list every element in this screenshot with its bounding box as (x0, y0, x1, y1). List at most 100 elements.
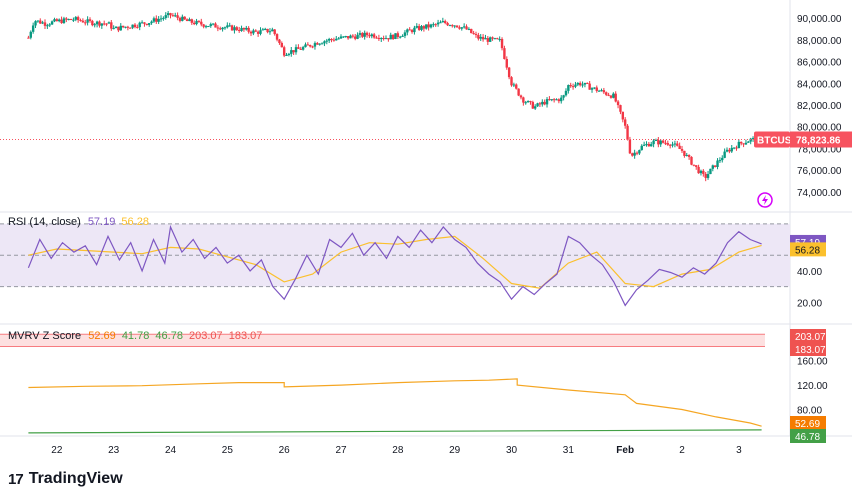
candle-body (399, 36, 402, 38)
candle-body (110, 22, 113, 29)
mvrv-band (0, 334, 765, 347)
candle-body (623, 119, 627, 126)
candle-body (93, 24, 96, 26)
candle-body (436, 22, 440, 25)
candle-body (112, 28, 115, 30)
candle-body (631, 153, 634, 156)
candle-body (228, 25, 231, 27)
candle-body (169, 13, 172, 16)
candle-body (185, 19, 189, 22)
candle-body (216, 27, 220, 29)
candle-body (619, 105, 622, 112)
candle-body (313, 43, 317, 47)
mvrv-legend-value-2: 41.78 (122, 330, 150, 342)
time-axis-tick: 25 (222, 445, 234, 456)
candle-body (517, 88, 520, 96)
candle-body (41, 22, 44, 24)
last-price-label: 78,823.86 (796, 135, 841, 146)
candle-body (661, 140, 665, 143)
candle-body (507, 67, 511, 78)
candle-body (81, 20, 85, 23)
mvrv-value-label: 46.78 (795, 432, 820, 443)
candle-body (401, 35, 404, 37)
candle-body (654, 140, 658, 142)
price-axis-tick: 82,000.00 (797, 101, 842, 112)
candle-body (316, 43, 319, 45)
time-axis-tick: 2 (679, 445, 685, 456)
candle-body (687, 155, 691, 157)
rsi-axis-tick: 20.00 (797, 298, 822, 309)
candle-body (318, 43, 321, 45)
candle-body (512, 84, 516, 86)
candle-body (349, 35, 352, 39)
candle-body (391, 34, 395, 40)
candle-body (695, 165, 698, 167)
candle-body (479, 36, 482, 39)
mvrv-line (28, 378, 762, 427)
candle-body (666, 143, 670, 145)
candle-body (659, 140, 662, 145)
candle-body (335, 38, 338, 41)
lightning-icon[interactable] (757, 192, 773, 208)
candle-body (550, 99, 553, 101)
candle-body (541, 101, 544, 105)
price-pane[interactable]: 90,000.00 88,000.00 86,000.00 84,000.00 82,0… (0, 11, 852, 199)
candle-body (320, 43, 324, 45)
candle-body (716, 160, 719, 167)
candle-body (481, 36, 485, 40)
svg-text:MVRV Z Score 52.69 41.: MVRV Z Score 52.69 41.78 46.78 203.07 18… (8, 330, 262, 342)
candle-body (706, 174, 710, 178)
candle-body (593, 87, 596, 89)
candle-body (552, 99, 556, 101)
candle-body (498, 39, 501, 41)
candle-body (72, 19, 75, 21)
candle-body (642, 144, 646, 146)
candle-body (429, 24, 433, 28)
candle-body (249, 31, 253, 34)
candle-body (626, 125, 629, 140)
candle-body (147, 23, 151, 25)
candle-body (493, 38, 497, 40)
time-axis[interactable]: 22 23 24 25 26 27 28 29 30 31 Feb 2 3 (51, 445, 742, 456)
candle-body (145, 23, 149, 25)
candle-body (95, 21, 99, 25)
candle-body (339, 36, 343, 39)
candle-body (410, 30, 414, 33)
price-axis-tick: 74,000.00 (797, 188, 842, 199)
candle-body (164, 15, 167, 18)
candle-body (121, 25, 125, 28)
candle-body (266, 28, 269, 33)
candle-body (673, 143, 677, 145)
candle-body (685, 155, 688, 157)
candle-body (159, 18, 163, 20)
candle-body (91, 20, 94, 26)
candle-body (129, 27, 132, 29)
candle-body (138, 22, 141, 28)
price-axis-tick: 86,000.00 (797, 58, 842, 69)
rsi-ma-legend-value: 56.28 (121, 216, 149, 228)
candle-body (446, 22, 449, 26)
candle-body (730, 147, 733, 152)
candle-body (332, 39, 336, 41)
candle-body (645, 143, 648, 145)
candle-body (53, 19, 56, 22)
candle-body (150, 21, 153, 24)
mvrv-lower-line (28, 429, 762, 434)
candle-body (136, 27, 139, 29)
symbol-badge[interactable] (754, 131, 790, 148)
candle-body (600, 90, 603, 92)
candle-body (375, 37, 378, 39)
candle-body (117, 26, 120, 31)
candle-body (105, 23, 108, 25)
candle-body (27, 37, 30, 39)
candle-body (470, 28, 473, 34)
candle-body (306, 44, 310, 46)
candle-body (382, 38, 385, 40)
candle-body (725, 149, 729, 152)
candle-body (171, 15, 175, 17)
mvrv-pane[interactable]: 160.00 120.00 80.00 203.07 183.07 52.69 46.78 (0, 329, 828, 443)
candle-body (354, 36, 357, 39)
candle-body (595, 87, 598, 91)
mvrv-axis-tick: 160.00 (797, 357, 828, 368)
